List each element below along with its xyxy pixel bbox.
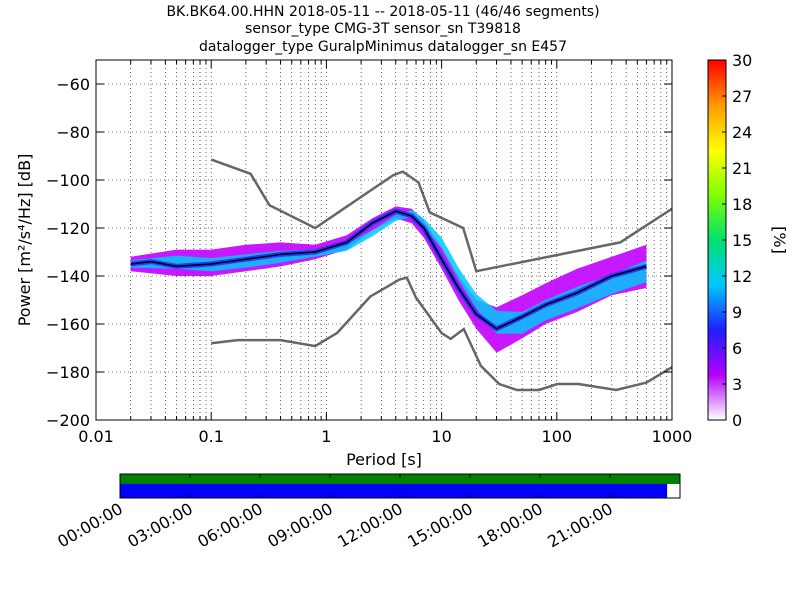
timeline-coverage: 00:00:0003:00:0006:00:0009:00:0012:00:00…: [54, 473, 681, 551]
timeline-tick-label: 03:00:00: [124, 499, 196, 551]
x-tick-label: 1: [321, 427, 331, 446]
mean-curve: [130, 210, 647, 330]
y-tick-label: −120: [46, 219, 90, 238]
colorbar-label: [%]: [770, 226, 789, 254]
colorbar-tick-label: 18: [732, 195, 752, 214]
density-band-outer: [130, 206, 647, 353]
x-tick-label: 0.1: [198, 427, 223, 446]
y-tick-label: −180: [46, 363, 90, 382]
y-axis-label: Power [m²/s⁴/Hz] [dB]: [15, 154, 34, 327]
density-band: [130, 206, 648, 353]
colorbar-tick-label: 15: [732, 231, 752, 250]
y-tick-label: −140: [46, 267, 90, 286]
x-tick-label: 1000: [652, 427, 693, 446]
x-tick-label: 10: [431, 427, 451, 446]
colorbar-tick-label: 6: [732, 339, 742, 358]
timeline-tick-label: 12:00:00: [334, 499, 406, 551]
colorbar-tick-label: 9: [732, 303, 742, 322]
chart-title-line2: sensor_type CMG-3T sensor_sn T39818: [245, 21, 521, 37]
colorbar-tick-label: 24: [732, 123, 752, 142]
y-tick-label: −80: [56, 123, 90, 142]
timeline-tick-label: 00:00:00: [54, 499, 126, 551]
colorbar: 0 3 6 9 12 15 18 21 24 27 30: [707, 51, 752, 430]
y-axis-ticks: −200 −180 −160 −140 −120 −100 −80 −60: [46, 75, 672, 430]
x-axis-label: Period [s]: [346, 450, 422, 469]
chart-title-line1: BK.BK64.00.HHN 2018-05-11 -- 2018-05-11 …: [166, 4, 599, 20]
y-tick-label: −200: [46, 411, 90, 430]
colorbar-tick-label: 0: [732, 411, 742, 430]
data-coverage-bar: [120, 474, 680, 484]
y-tick-label: −60: [56, 75, 90, 94]
timeline-tick-label: 06:00:00: [194, 499, 266, 551]
colorbar-tick-label: 30: [732, 51, 752, 70]
timeline-tick-label: 15:00:00: [404, 499, 476, 551]
colorbar-tick-label: 27: [732, 87, 752, 106]
grid-lines: [95, 60, 672, 420]
colorbar-tick-label: 3: [732, 375, 742, 394]
timeline-tick-label: 18:00:00: [474, 499, 546, 551]
x-tick-label: 0.01: [78, 427, 114, 446]
noise-models: [210, 158, 672, 392]
plot-frame: [95, 59, 673, 421]
colorbar-tick-label: 12: [732, 267, 752, 286]
low-noise-model-line: [211, 276, 672, 392]
chart-title-line3: datalogger_type GuralpMinimus datalogger…: [199, 39, 567, 55]
colorbar-tick-label: 21: [732, 159, 752, 178]
psd-coverage-bar: [120, 484, 668, 498]
y-tick-label: −100: [46, 171, 90, 190]
x-axis-ticks: 0.01 0.1 1 10 100 1000: [78, 60, 692, 446]
timeline-tick-label: 09:00:00: [264, 499, 336, 551]
x-tick-label: 100: [542, 427, 573, 446]
timeline-tick-label: 21:00:00: [544, 499, 616, 551]
y-tick-label: −160: [46, 315, 90, 334]
high-noise-model-line: [210, 158, 672, 273]
